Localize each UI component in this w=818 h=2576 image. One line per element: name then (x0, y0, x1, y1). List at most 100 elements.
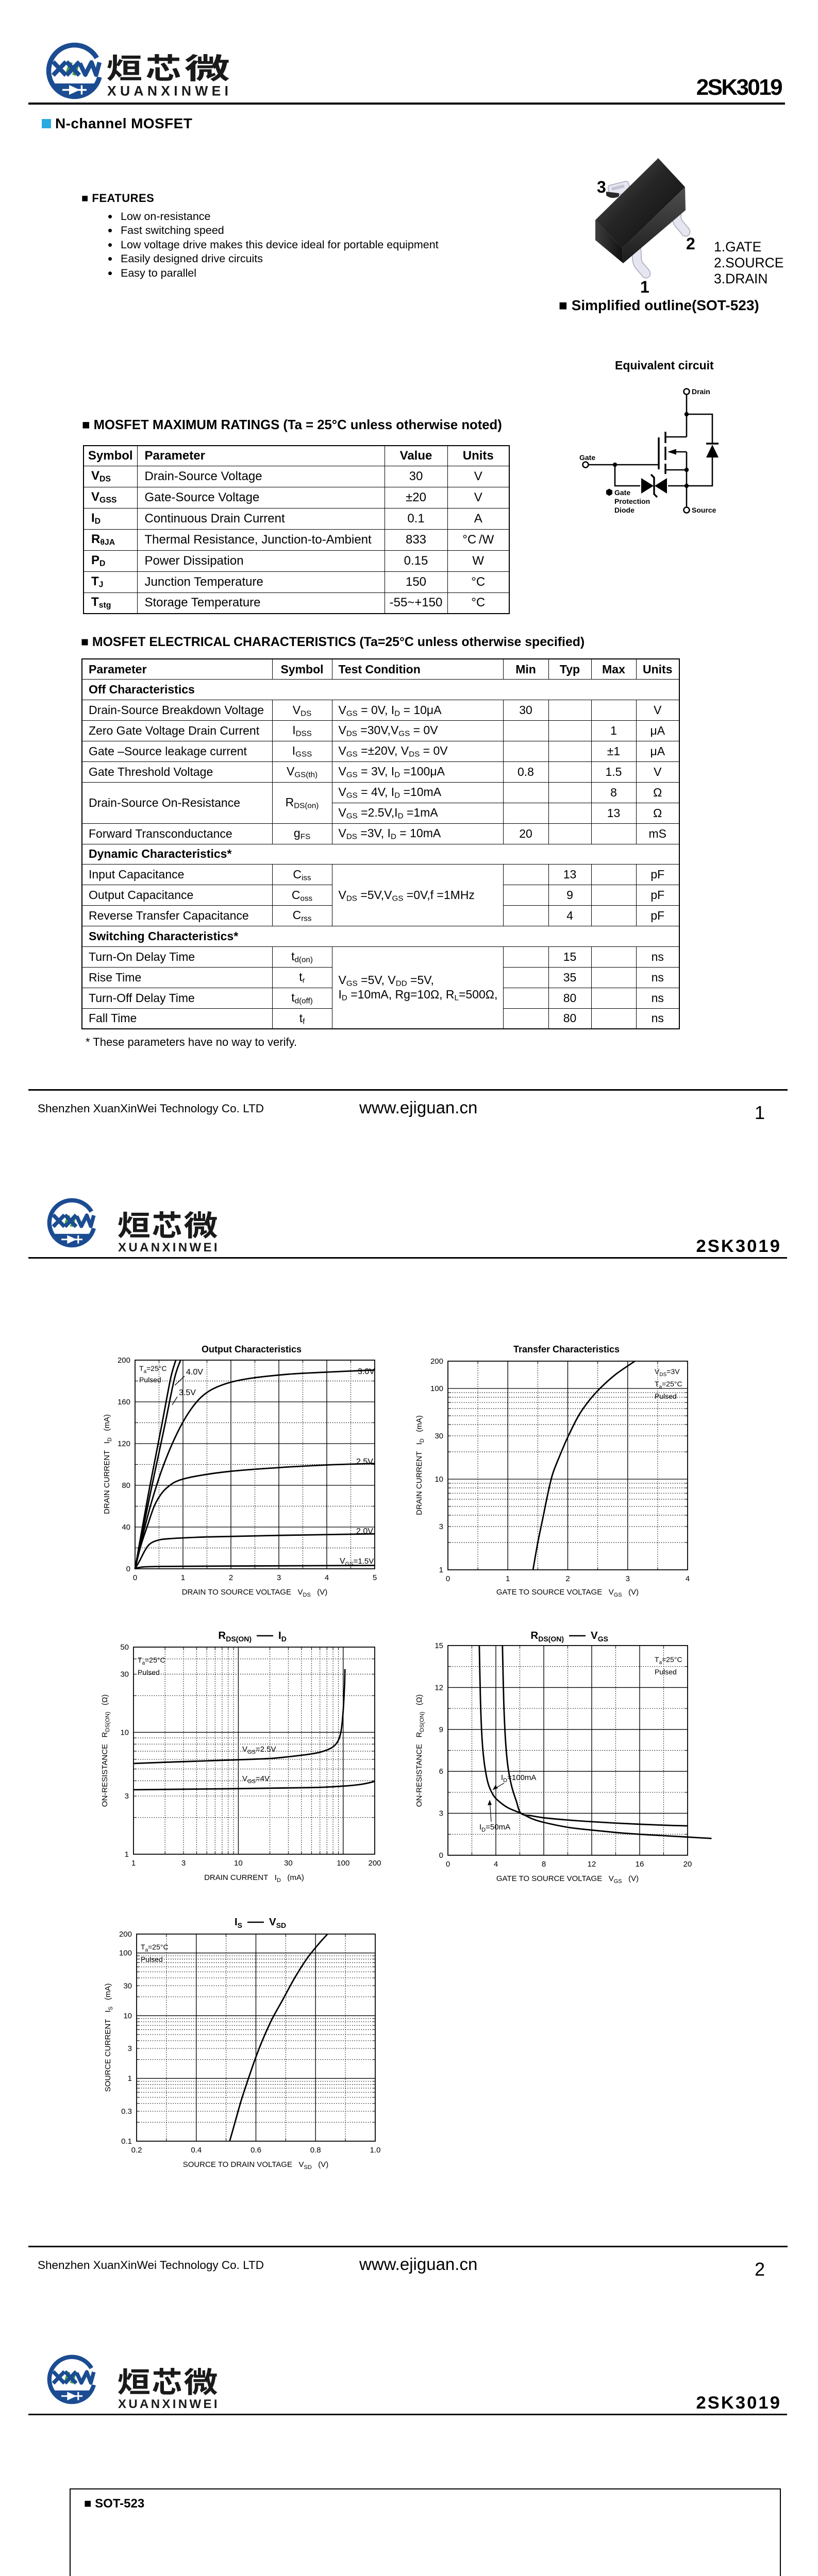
svg-text:2.5V: 2.5V (356, 1458, 373, 1466)
svg-text:80: 80 (122, 1481, 130, 1490)
svg-text:20: 20 (683, 1860, 692, 1869)
svg-text:VGS: VGS (591, 1630, 608, 1643)
svg-text:200: 200 (430, 1357, 443, 1366)
svg-text:Pulsed: Pulsed (138, 1668, 160, 1676)
svg-text:3: 3 (439, 1809, 443, 1818)
svg-text:3: 3 (277, 1573, 281, 1582)
svg-text:GATE TO SOURCE VOLTAGE VGS: GATE TO SOURCE VOLTAGE VGS (V) (496, 1874, 639, 1885)
svg-text:6: 6 (439, 1767, 443, 1776)
svg-text:VGS=2.5V: VGS=2.5V (242, 1745, 276, 1755)
svg-text:4: 4 (325, 1573, 329, 1582)
svg-text:3: 3 (597, 178, 606, 196)
svg-text:100: 100 (430, 1384, 443, 1393)
svg-text:0: 0 (446, 1860, 450, 1869)
svg-text:3.0V: 3.0V (358, 1367, 375, 1376)
svg-text:1: 1 (125, 1850, 129, 1859)
svg-text:16: 16 (636, 1860, 644, 1869)
svg-text:200: 200 (368, 1859, 381, 1868)
svg-text:1: 1 (128, 2074, 132, 2083)
svg-text:Ta=25°C: Ta=25°C (138, 1656, 165, 1666)
svg-text:RDS(ON): RDS(ON) (218, 1630, 252, 1643)
svg-text:5: 5 (373, 1573, 377, 1582)
svg-text:3: 3 (181, 1859, 186, 1868)
svg-text:XUANXINWEI: XUANXINWEI (107, 83, 232, 99)
svg-text:Pulsed: Pulsed (139, 1376, 161, 1384)
svg-text:10: 10 (120, 1728, 129, 1737)
svg-text:2: 2 (565, 1574, 570, 1583)
svg-text:15: 15 (435, 1641, 443, 1650)
svg-text:1.0: 1.0 (370, 2146, 381, 2155)
svg-text:Pulsed: Pulsed (655, 1668, 677, 1676)
svg-text:2: 2 (686, 234, 695, 253)
svg-text:ID: ID (278, 1630, 287, 1643)
svg-text:Ta=25°C: Ta=25°C (655, 1655, 682, 1666)
svg-text:Ta=25°C: Ta=25°C (139, 1364, 167, 1375)
svg-text:9: 9 (439, 1725, 443, 1734)
svg-text:4.0V: 4.0V (186, 1368, 203, 1377)
svg-text:1: 1 (439, 1566, 443, 1574)
svg-text:200: 200 (118, 1356, 130, 1365)
svg-text:100: 100 (337, 1859, 349, 1868)
svg-text:3.5V: 3.5V (179, 1388, 196, 1397)
svg-text:2.0V: 2.0V (356, 1527, 373, 1536)
svg-text:0.6: 0.6 (251, 2146, 261, 2155)
svg-text:30: 30 (435, 1432, 443, 1440)
svg-text:SOURCE TO DRAIN VOLTAGE VSD: SOURCE TO DRAIN VOLTAGE VSD (V) (183, 2160, 329, 2171)
svg-text:3: 3 (128, 2044, 132, 2053)
svg-text:RDS(ON): RDS(ON) (530, 1630, 564, 1643)
svg-text:Diode: Diode (614, 506, 635, 514)
svg-text:160: 160 (118, 1398, 130, 1406)
svg-text:10: 10 (234, 1859, 243, 1868)
svg-text:0.3: 0.3 (121, 2107, 132, 2116)
svg-text:VGS=4V: VGS=4V (242, 1774, 270, 1785)
svg-text:ON-RESISTANCE RDS(ON)​ (Ω): ON-RESISTANCE RDS(ON)​ (Ω) (415, 1694, 425, 1807)
svg-text:Pulsed: Pulsed (141, 1955, 163, 1963)
svg-text:ID=50mA: ID=50mA (479, 1823, 510, 1833)
svg-text:3: 3 (626, 1574, 630, 1583)
svg-text:Ta=25°C: Ta=25°C (655, 1380, 682, 1390)
svg-text:2: 2 (229, 1573, 233, 1582)
svg-text:Gate: Gate (579, 453, 595, 462)
svg-text:0: 0 (446, 1574, 450, 1583)
svg-text:DRAIN CURRENT ID​ (mA): DRAIN CURRENT ID​ (mA) (103, 1414, 113, 1514)
svg-text:VSD: VSD (269, 1916, 286, 1929)
svg-text:DRAIN CURRENT ID (mA): DRAIN CURRENT ID (mA) (204, 1873, 304, 1884)
svg-text:100: 100 (119, 1949, 132, 1958)
svg-text:IS: IS (235, 1916, 242, 1929)
svg-text:50: 50 (120, 1643, 129, 1652)
svg-text:0.2: 0.2 (131, 2146, 142, 2155)
svg-text:30: 30 (123, 1981, 132, 1990)
svg-text:ON-RESISTANCE RDS(ON)​ (Ω): ON-RESISTANCE RDS(ON)​ (Ω) (101, 1694, 111, 1807)
svg-text:ID=100mA: ID=100mA (501, 1773, 536, 1784)
svg-text:VDS=3V: VDS=3V (655, 1367, 680, 1378)
svg-text:30: 30 (284, 1859, 293, 1868)
svg-text:0: 0 (133, 1573, 137, 1582)
svg-text:1: 1 (131, 1859, 136, 1868)
svg-text:30: 30 (120, 1670, 129, 1679)
svg-text:3: 3 (125, 1792, 129, 1801)
svg-text:XUANXINWEI: XUANXINWEI (118, 2397, 220, 2411)
svg-text:0: 0 (439, 1851, 443, 1860)
svg-text:DRAIN TO SOURCE VOLTAGE VDS: DRAIN TO SOURCE VOLTAGE VDS (V) (182, 1588, 328, 1598)
svg-text:DRAIN CURRENT ID​ (mA): DRAIN CURRENT ID​ (mA) (415, 1415, 425, 1515)
svg-text:Output Characteristics: Output Characteristics (202, 1344, 302, 1354)
svg-text:SOURCE CURRENT IS​ (mA): SOURCE CURRENT IS​ (mA) (104, 1984, 114, 2092)
svg-text:Protection: Protection (614, 497, 650, 505)
svg-text:10: 10 (123, 2011, 132, 2020)
svg-text:3: 3 (439, 1522, 443, 1531)
svg-text:Pulsed: Pulsed (655, 1392, 677, 1400)
svg-text:XUANXINWEI: XUANXINWEI (118, 1241, 220, 1255)
svg-text:0.1: 0.1 (121, 2137, 132, 2146)
svg-text:12: 12 (588, 1860, 596, 1869)
svg-text:GATE TO SOURCE VOLTAGE VGS: GATE TO SOURCE VOLTAGE VGS (V) (496, 1588, 639, 1598)
svg-text:10: 10 (435, 1475, 443, 1484)
svg-text:120: 120 (118, 1439, 130, 1448)
svg-text:0.4: 0.4 (191, 2146, 202, 2155)
svg-text:1: 1 (506, 1574, 510, 1583)
svg-text:Ta=25°C: Ta=25°C (141, 1943, 169, 1953)
svg-text:Source: Source (692, 506, 716, 514)
svg-text:Transfer Characteristics: Transfer Characteristics (513, 1344, 620, 1354)
svg-text:4: 4 (494, 1860, 498, 1869)
svg-text:12: 12 (435, 1683, 443, 1692)
svg-text:40: 40 (122, 1523, 130, 1532)
